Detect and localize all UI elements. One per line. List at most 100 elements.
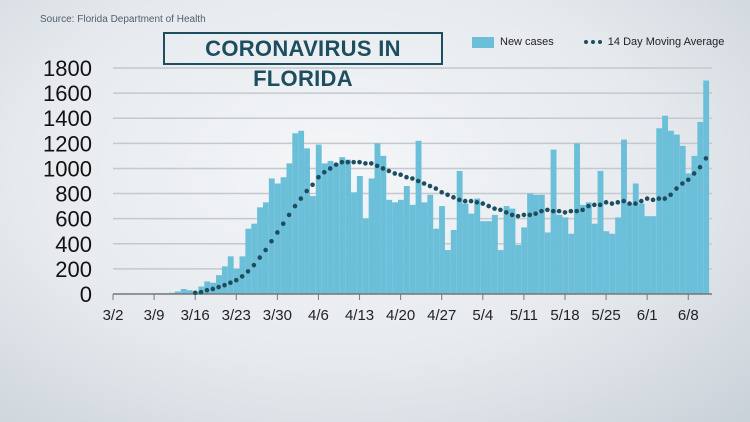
bar: [345, 159, 352, 294]
bar: [685, 173, 692, 294]
moving-average-point: [374, 163, 380, 169]
bar: [497, 250, 504, 294]
moving-average-point: [304, 188, 310, 194]
moving-average-point: [515, 213, 521, 219]
x-tick-label: 4/20: [386, 307, 415, 324]
moving-average-point: [674, 186, 679, 191]
bar: [644, 216, 651, 294]
moving-average-point: [644, 196, 650, 201]
y-tick-label: 1400: [43, 106, 92, 131]
bar: [480, 221, 487, 294]
bar: [579, 204, 586, 294]
moving-average-point: [656, 196, 662, 201]
legend: New cases 14 Day Moving Average: [472, 36, 724, 48]
bar: [591, 223, 598, 294]
moving-average-point: [597, 202, 603, 208]
moving-average-point: [222, 282, 227, 288]
bar: [386, 199, 393, 294]
moving-average-point: [556, 208, 562, 214]
bar: [374, 143, 381, 294]
moving-average-point: [386, 168, 392, 174]
bar: [427, 194, 434, 294]
bar: [321, 163, 328, 294]
bar: [468, 213, 475, 294]
bar: [562, 217, 569, 294]
bar: [309, 196, 316, 294]
bar: [462, 203, 469, 294]
source-note: Source: Florida Department of Health: [40, 14, 206, 25]
bar: [304, 148, 310, 294]
bar: [697, 121, 704, 294]
bar: [585, 202, 592, 294]
moving-average-point: [286, 212, 292, 218]
bar: [550, 149, 557, 294]
bar: [656, 128, 663, 294]
bar: [227, 256, 234, 294]
x-tick-label: 6/1: [637, 307, 658, 324]
legend-moving-average: 14 Day Moving Average: [607, 36, 725, 48]
moving-average-point: [545, 207, 550, 213]
moving-average-point: [275, 230, 280, 235]
moving-average-point: [239, 274, 245, 279]
legend-dots-swatch: [583, 40, 602, 44]
y-tick-label: 1000: [43, 156, 92, 181]
legend-bar-swatch: [472, 36, 494, 48]
bar: [538, 194, 545, 294]
moving-average-point: [363, 161, 368, 166]
moving-average-point: [410, 176, 415, 181]
moving-average-point: [680, 181, 685, 186]
bar: [286, 163, 293, 294]
moving-average-point: [586, 203, 591, 209]
bar: [509, 208, 516, 294]
bar: [444, 250, 451, 294]
bar: [392, 202, 398, 294]
moving-average-point: [245, 269, 251, 274]
moving-average-point: [228, 280, 233, 286]
bar: [626, 203, 633, 294]
bar: [544, 232, 551, 294]
moving-average-point: [533, 211, 538, 216]
moving-average-point: [509, 212, 515, 218]
bar: [433, 228, 440, 294]
moving-average-point: [462, 198, 468, 204]
moving-average-point: [568, 208, 574, 214]
moving-average-point: [650, 197, 656, 203]
y-tick-label: 200: [55, 257, 92, 282]
moving-average-point: [333, 162, 339, 167]
bar: [632, 183, 639, 294]
y-tick-label: 400: [55, 232, 92, 257]
x-tick-label: 5/18: [550, 307, 579, 324]
bar: [380, 155, 387, 294]
moving-average-point: [327, 166, 333, 171]
moving-average-point: [421, 181, 427, 186]
bar: [621, 139, 627, 294]
bar: [403, 186, 410, 294]
bar: [515, 245, 522, 294]
bar: [638, 203, 645, 294]
legend-new-cases: New cases: [500, 36, 554, 48]
moving-average-point: [263, 247, 268, 253]
x-tick-label: 4/6: [308, 307, 329, 324]
moving-average-point: [257, 255, 263, 260]
moving-average-point: [603, 200, 609, 205]
moving-average-point: [539, 208, 544, 214]
moving-average-point: [574, 208, 580, 214]
bar: [668, 130, 674, 294]
moving-average-point: [445, 192, 450, 198]
bar: [356, 175, 363, 294]
moving-average-point: [609, 201, 615, 206]
x-tick-label: 5/4: [472, 307, 493, 324]
x-tick-label: 5/25: [591, 307, 620, 324]
y-tick-label: 1800: [43, 56, 92, 81]
bar: [186, 290, 193, 294]
bar: [450, 229, 457, 294]
x-tick-label: 3/23: [222, 307, 251, 324]
moving-average-point: [233, 277, 239, 283]
moving-average-point: [468, 198, 474, 204]
chart-title: CORONAVIRUS IN FLORIDA: [163, 32, 443, 91]
moving-average-point: [380, 166, 386, 171]
bar: [339, 157, 346, 294]
x-tick-label: 3/9: [144, 307, 165, 324]
bar: [368, 178, 375, 294]
moving-average-point: [368, 161, 374, 166]
